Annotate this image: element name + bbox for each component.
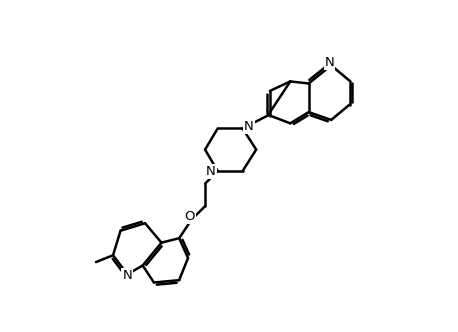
Text: N: N — [206, 165, 216, 178]
Text: N: N — [122, 269, 132, 282]
Text: N: N — [244, 120, 254, 133]
Text: O: O — [184, 210, 195, 223]
Text: N: N — [325, 56, 334, 69]
